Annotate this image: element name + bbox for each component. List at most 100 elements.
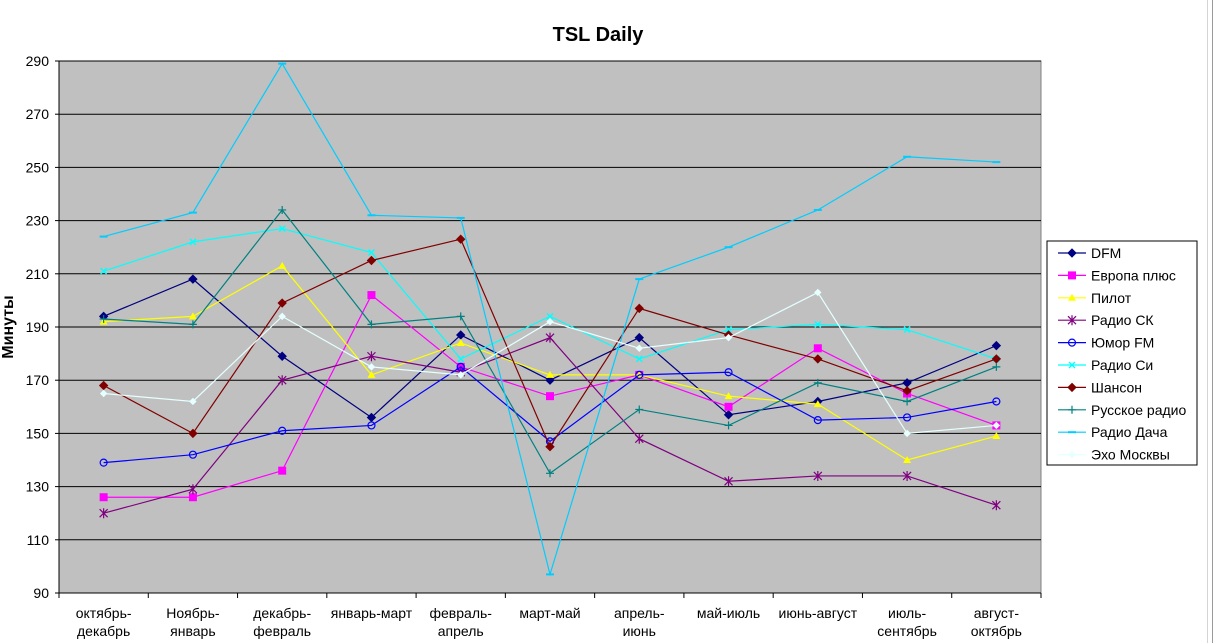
legend-swatch-marker [1067,382,1077,393]
data-point [457,355,465,363]
y-tick-label: 90 [33,585,49,601]
data-point [813,354,823,364]
y-tick-label: 270 [26,106,50,122]
legend-item: Юмор FM [1058,335,1154,351]
data-point [278,205,287,214]
x-tick-label-line: январь-март [331,605,413,621]
y-tick-label: 250 [26,159,50,175]
data-point [992,362,1001,371]
legend-label: DFM [1091,245,1121,261]
data-point [725,326,733,334]
y-tick-label: 170 [26,372,50,388]
x-tick-label-line: сентябрь [877,623,937,639]
data-point [188,274,198,284]
data-point [992,432,1001,440]
x-tick-label: март-май [519,605,580,621]
data-point [724,421,733,430]
data-point [456,338,465,346]
legend: DFM Европа плюс Пилот Радио СК Юмор FM Радио … [1046,240,1198,466]
x-tick-label: август-октябрь [971,605,1022,639]
legend-swatch-marker [1068,405,1076,414]
y-tick-label: 130 [26,479,50,495]
legend-swatch-marker [1068,271,1076,280]
data-point [278,225,286,233]
data-point [546,312,554,320]
data-point [814,288,822,297]
data-point [367,363,376,371]
data-point [278,426,287,435]
data-point [813,470,823,481]
x-tick-label: Ноябрь-январь [166,605,220,639]
legend-swatch-marker [1068,361,1076,369]
x-tick-label: декабрь-февраль [253,605,311,639]
data-point [278,261,287,269]
legend-label: Русское радио [1091,402,1186,418]
legend-swatch-marker [1068,293,1076,301]
y-tick-label: 110 [27,532,50,548]
data-point [724,392,733,400]
legend-label: Эхо Москвы [1091,447,1170,463]
data-point [367,351,376,362]
x-tick-label-line: октябрь- [76,605,132,621]
data-point [188,493,197,502]
legend-label: Европа плюс [1091,267,1176,283]
x-tick-label-line: март-май [519,605,580,621]
data-point [188,312,197,320]
data-point [545,375,555,385]
data-point [635,370,644,379]
data-point [635,355,643,363]
data-point [367,370,376,378]
x-tick-label-line: февраль [253,623,311,639]
data-point [902,386,912,396]
legend-swatch-marker [1068,450,1076,459]
data-point [278,466,287,475]
data-point [634,433,644,444]
legend-label: Шансон [1091,379,1142,395]
data-point [278,312,286,321]
data-point [189,397,197,406]
y-tick-label: 190 [26,319,50,335]
series-9 [99,62,1001,577]
data-point [991,500,1001,511]
legend-label: Радио Си [1091,357,1153,373]
data-point [545,332,555,343]
x-tick-label-line: октябрь [971,623,1022,639]
series-8 [99,205,1001,478]
data-point [902,470,912,481]
data-point [991,340,1002,351]
series-7 [98,234,1002,452]
x-tick-label: июнь-август [779,605,858,621]
x-tick-label-line: июнь-август [779,605,858,621]
data-point [724,368,733,377]
data-point [724,333,733,342]
data-point [546,370,554,378]
x-tick-label-line: август- [974,605,1020,621]
legend-item: Эхо Москвы [1058,447,1170,463]
data-point [903,456,912,463]
x-tick-label: апрель-июнь [614,605,665,639]
legend-item: Радио СК [1058,312,1154,328]
data-point [723,410,734,420]
data-point [189,238,197,246]
data-point [903,397,912,406]
x-tick-label-line: январь [170,623,215,639]
y-axis: 90 110 130 150 170 190 210 230 250 270 290 [26,53,60,601]
legend-label: Юмор FM [1091,335,1154,351]
data-point [992,397,1001,406]
legend-item: DFM [1058,245,1121,261]
x-tick-label-line: май-июль [697,605,760,621]
data-point [99,508,109,519]
x-tick-label-line: Ноябрь- [166,605,220,621]
y-tick-label: 210 [26,266,50,282]
data-point [277,351,287,361]
data-point [188,320,197,329]
data-point [99,389,108,398]
legend-label: Радио СК [1091,312,1154,328]
series-4 [99,332,1001,519]
x-tick-label: июль-сентябрь [877,605,937,639]
x-tick-label-line: июнь [623,623,656,639]
series-3 [99,261,1001,463]
data-point [367,249,375,257]
data-point [456,362,465,371]
